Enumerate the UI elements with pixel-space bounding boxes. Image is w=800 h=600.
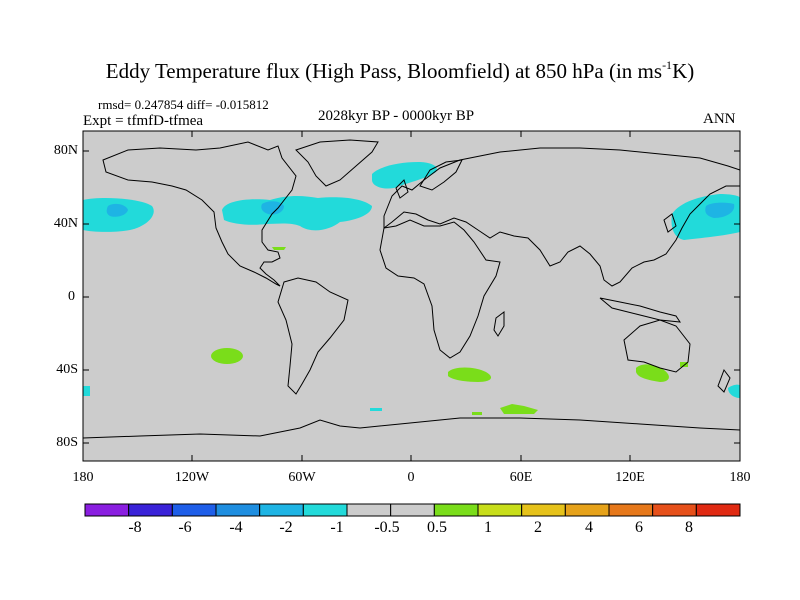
- coast-south-america: [277, 277, 349, 395]
- colorbar-box-11: [564, 503, 610, 517]
- anomaly-gulf: [272, 247, 286, 250]
- colorbar-label-8: 8: [685, 519, 693, 536]
- colorbar-label-neg8: -8: [128, 519, 142, 536]
- map-background: [83, 131, 740, 461]
- title-tail: K): [672, 59, 695, 83]
- lon-label-180e: 180: [729, 470, 751, 485]
- colorbar-box-10: [521, 503, 566, 517]
- colorbar-label-neg6: -6: [178, 519, 192, 536]
- lat-label-80s: 80S: [56, 435, 78, 450]
- colorbar: [84, 503, 741, 517]
- negative-strong-regions: [106, 201, 735, 218]
- coast-greenland: [295, 139, 379, 187]
- anomaly-southern-ocean-small: [370, 408, 382, 411]
- anomaly-atlantic-core: [261, 201, 284, 215]
- coast-japan: [663, 213, 677, 233]
- coast-new-zealand: [717, 368, 731, 393]
- coastlines: [82, 139, 741, 439]
- colorbar-box-6: [346, 503, 392, 517]
- colorbar-label-1: 1: [484, 519, 492, 536]
- coast-britain: [395, 179, 409, 199]
- anomaly-south-atlantic: [448, 367, 492, 382]
- colorbar-box-9: [477, 503, 523, 517]
- stats-label: rmsd= 0.247854 diff= -0.015812: [98, 97, 269, 112]
- lon-label-120e: 120E: [615, 470, 645, 485]
- anomaly-south-australia: [636, 364, 669, 382]
- colorbar-box-7: [390, 503, 435, 517]
- map-title: Eddy Temperature flux (High Pass, Bloomf…: [0, 58, 800, 84]
- season-label: ANN: [703, 111, 736, 127]
- coast-indonesia: [599, 297, 682, 323]
- coast-eurasia: [383, 147, 741, 287]
- lat-label-0: 0: [68, 289, 75, 304]
- colorbar-box-14: [695, 503, 741, 517]
- coast-north-america: [102, 141, 297, 287]
- anomaly-southern-ocean: [500, 404, 538, 414]
- lon-label-0: 0: [407, 470, 415, 485]
- lon-label-120w: 120W: [174, 470, 210, 485]
- colorbar-box-1: [128, 503, 173, 517]
- lon-label-60w: 60W: [288, 470, 316, 485]
- colorbar-label-2: 2: [534, 519, 542, 536]
- colorbar-box-3: [215, 503, 261, 517]
- anomaly-west-pacific-core: [106, 203, 128, 217]
- coast-antarctica: [82, 417, 741, 439]
- colorbar-label-6: 6: [635, 519, 643, 536]
- lat-label-80n: 80N: [53, 143, 78, 158]
- lon-label-60e: 60E: [509, 470, 533, 485]
- anomaly-pacific-core: [705, 202, 735, 218]
- colorbar-label-neg4: -4: [229, 519, 243, 536]
- anomaly-south-atlantic-small: [472, 412, 482, 415]
- coast-africa: [379, 219, 501, 359]
- colorbar-label-0-5: 0.5: [427, 519, 447, 536]
- lat-label-40n: 40N: [53, 216, 78, 231]
- anomaly-south-pacific-edge: [83, 386, 90, 396]
- anomaly-south-indian-edge: [728, 384, 740, 398]
- anomaly-arctic-atlantic: [372, 162, 437, 189]
- colorbar-box-12: [608, 503, 654, 517]
- lat-label-40s: 40S: [56, 362, 78, 377]
- period-label: 2028kyr BP - 0000kyr BP: [318, 108, 475, 124]
- title-main: Eddy Temperature flux (High Pass, Bloomf…: [105, 59, 663, 83]
- experiment-label: Expt = tfmfD-tfmea: [83, 113, 204, 129]
- colorbar-box-0: [84, 503, 130, 517]
- anomaly-north-atlantic: [222, 196, 372, 231]
- colorbar-box-13: [652, 503, 697, 517]
- coast-madagascar: [493, 311, 505, 337]
- colorbar-label-neg2: -2: [279, 519, 293, 536]
- title-superscript: -1: [662, 58, 673, 72]
- colorbar-box-5: [302, 503, 348, 517]
- colorbar-label-neg1: -1: [330, 519, 344, 536]
- lon-label-180w: 180: [72, 470, 94, 485]
- colorbar-label-4: 4: [585, 519, 593, 536]
- tick-marks: [82, 131, 741, 461]
- colorbar-box-4: [259, 503, 304, 517]
- colorbar-label-neg0-5: -0.5: [374, 519, 400, 536]
- anomaly-south-pacific: [211, 348, 243, 364]
- positive-anomaly-regions: [211, 247, 688, 415]
- coast-scandinavia: [419, 159, 463, 191]
- colorbar-box-8: [433, 503, 479, 517]
- colorbar-box-2: [171, 503, 217, 517]
- coast-australia: [623, 319, 691, 373]
